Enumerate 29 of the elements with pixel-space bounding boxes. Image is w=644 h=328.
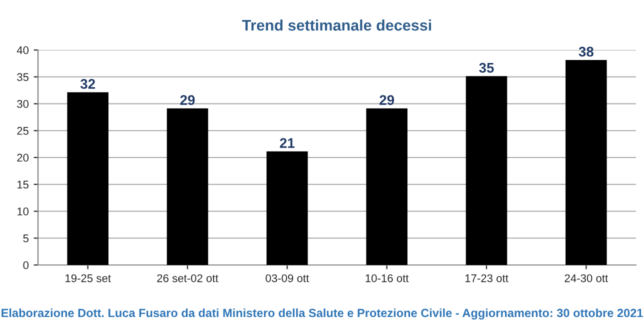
y-tick-label: 15	[17, 180, 29, 189]
y-tick-label: 40	[16, 46, 29, 54]
y-tick-label: 30	[17, 100, 29, 108]
bar	[566, 60, 607, 265]
bar	[366, 108, 408, 265]
data-label: 29	[180, 95, 195, 105]
y-tick-label: 25	[17, 126, 29, 135]
bar	[466, 76, 508, 265]
y-tick-label: 20	[17, 154, 29, 162]
y-tick-label: 5	[23, 234, 29, 242]
x-tick-label: 24-30 ott	[564, 274, 608, 282]
data-label: 38	[578, 46, 594, 57]
x-tick-label: 26 set-02 ott	[157, 274, 218, 282]
bar	[67, 92, 108, 265]
x-tick-label: 17-23 ott	[465, 274, 508, 282]
bar	[166, 108, 208, 265]
data-label: 21	[280, 138, 295, 148]
x-tick-label: 10-16 ott	[366, 274, 409, 282]
data-label: 35	[479, 62, 494, 73]
data-label: 32	[80, 79, 95, 89]
x-tick-label: 03-09 ott	[266, 274, 310, 282]
y-tick-label: 0	[23, 261, 29, 270]
x-tick-label: 19-25 set	[66, 274, 111, 282]
y-tick-label: 10	[17, 208, 29, 216]
data-label: 29	[380, 95, 394, 105]
bar	[266, 151, 308, 265]
text: Elaborazione Dott. Luca Fusaro da dati Ministero della Salute e Protezione Civile - Aggiornamento: 30 ottobre 2021	[2, 308, 643, 320]
y-tick-label: 35	[17, 73, 29, 82]
chart-title: Trend settimanale decessi	[242, 19, 432, 31]
